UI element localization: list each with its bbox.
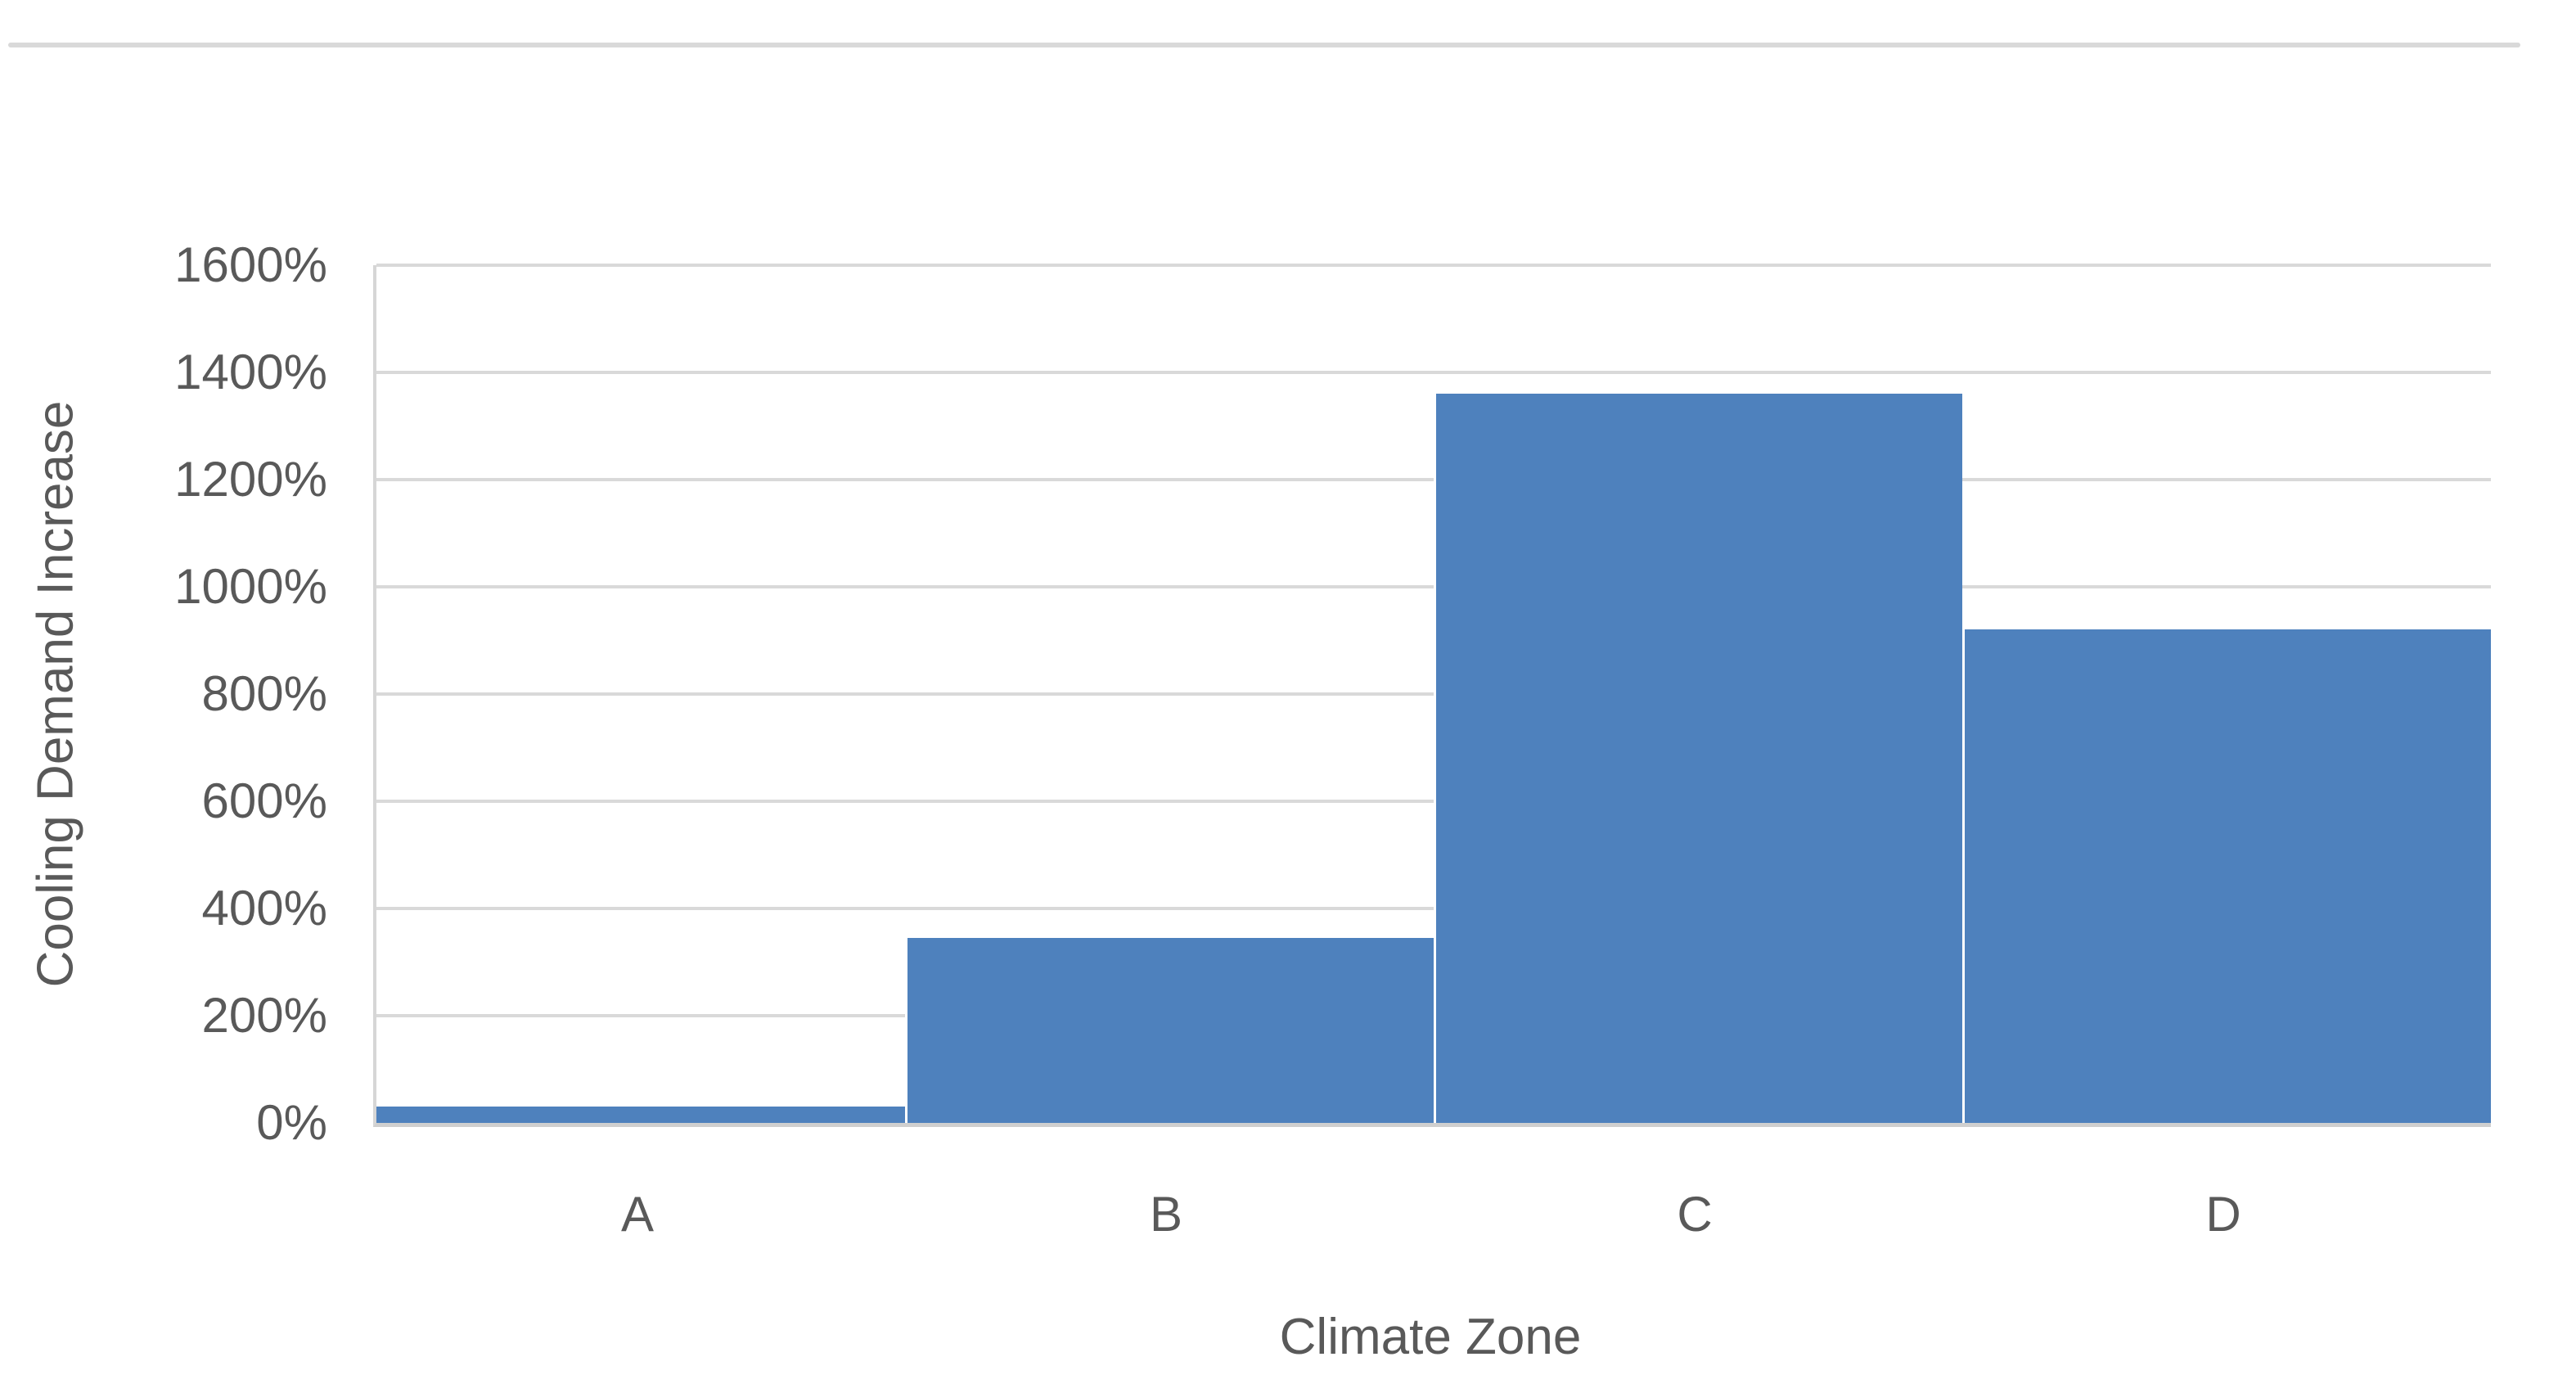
- x-tick-label-B: B: [1149, 1187, 1183, 1242]
- y-tick-label: 1000%: [174, 559, 327, 614]
- bar-C[interactable]: [1434, 394, 1962, 1123]
- bar-D[interactable]: [1962, 629, 2491, 1123]
- y-tick-label: 600%: [201, 773, 327, 828]
- y-tick-label: 1400%: [174, 345, 327, 399]
- bar-A[interactable]: [376, 1107, 905, 1123]
- x-tick-label-D: D: [2205, 1187, 2241, 1242]
- y-tick-label: 0%: [256, 1095, 327, 1150]
- gridline: [376, 264, 2491, 267]
- y-tick-label: 200%: [201, 988, 327, 1043]
- x-tick-label-C: C: [1677, 1187, 1713, 1242]
- top-divider-line: [8, 43, 2520, 47]
- plot-area: [373, 264, 2491, 1127]
- x-tick-label-A: A: [620, 1187, 655, 1242]
- bar-B[interactable]: [905, 938, 1434, 1123]
- y-tick-label: 1200%: [174, 452, 327, 507]
- x-axis-title: Climate Zone: [1279, 1309, 1582, 1365]
- y-tick-label: 400%: [201, 881, 327, 935]
- y-tick-label: 800%: [201, 666, 327, 721]
- y-tick-label: 1600%: [174, 237, 327, 292]
- gridline: [376, 371, 2491, 374]
